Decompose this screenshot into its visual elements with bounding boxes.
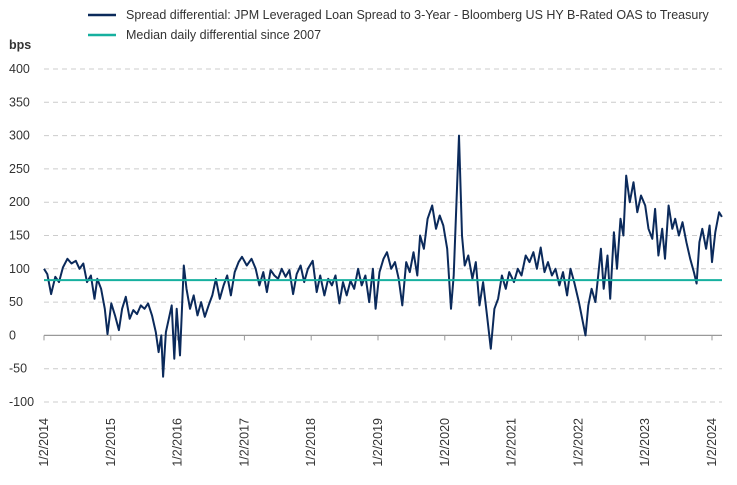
x-tick-label: 1/2/2020 xyxy=(438,418,452,467)
y-tick-label: 150 xyxy=(9,229,30,243)
x-tick-label: 1/2/2023 xyxy=(638,418,652,467)
y-tick-label: 100 xyxy=(9,262,30,276)
legend-label-spread: Spread differential: JPM Leveraged Loan … xyxy=(126,8,709,22)
x-tick-label: 1/2/2017 xyxy=(237,418,251,467)
y-tick-label: 350 xyxy=(9,95,30,109)
y-tick-label: -100 xyxy=(9,395,34,409)
y-tick-label: 200 xyxy=(9,195,30,209)
x-tick-label: 1/2/2015 xyxy=(104,418,118,467)
gridlines xyxy=(43,68,722,403)
y-tick-label: 250 xyxy=(9,162,30,176)
y-tick-label: 50 xyxy=(9,295,23,309)
y-tick-label: 0 xyxy=(9,328,16,342)
spread-differential-line xyxy=(43,134,723,378)
y-tick-label: 400 xyxy=(9,62,30,76)
x-tick-label: 1/2/2024 xyxy=(705,418,719,467)
x-tick-label: 1/2/2016 xyxy=(171,418,185,467)
x-tick-label: 1/2/2021 xyxy=(505,418,519,467)
x-tick-label: 1/2/2022 xyxy=(571,418,585,467)
y-axis-label: bps xyxy=(9,38,31,52)
x-tick-label: 1/2/2018 xyxy=(304,418,318,467)
y-tick-labels: 400 350 300 250 200 150 100 50 0 -50 -100 xyxy=(9,62,34,409)
x-tick-label: 1/2/2019 xyxy=(371,418,385,467)
legend: Spread differential: JPM Leveraged Loan … xyxy=(88,8,709,42)
y-tick-label: 300 xyxy=(9,129,30,143)
x-tick-labels: 1/2/2014 1/2/2015 1/2/2016 1/2/2017 1/2/2018… xyxy=(37,418,719,467)
x-tick-label: 1/2/2014 xyxy=(37,418,51,467)
legend-label-median: Median daily differential since 2007 xyxy=(126,28,321,42)
y-tick-label: -50 xyxy=(9,362,27,376)
